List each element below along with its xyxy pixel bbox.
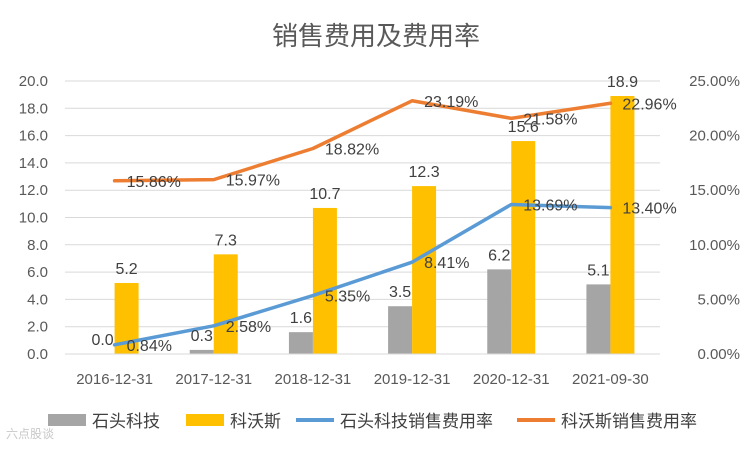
line-value-label: 22.96% xyxy=(622,96,676,113)
right-axis-tick-label: 25.00% xyxy=(689,73,740,90)
bar xyxy=(312,207,337,354)
legend-label: 科沃斯销售费用率 xyxy=(561,412,697,432)
right-axis-tick-label: 10.00% xyxy=(689,237,740,254)
right-axis-tick-label: 5.00% xyxy=(697,291,740,308)
bar xyxy=(288,332,313,354)
left-axis-tick-label: 10.0 xyxy=(19,210,48,227)
left-axis-tick-label: 16.0 xyxy=(19,128,48,145)
bar-value-label: 12.3 xyxy=(409,164,440,181)
left-axis-tick-label: 14.0 xyxy=(19,155,48,172)
bar-value-label: 3.5 xyxy=(389,284,411,301)
x-tick-label: 2018-12-31 xyxy=(275,371,352,388)
right-axis-tick-label: 0.00% xyxy=(697,346,740,363)
bar-value-label: 0.3 xyxy=(191,328,213,345)
bar xyxy=(213,254,238,354)
left-axis-tick-label: 0.0 xyxy=(27,346,48,363)
bar-value-label: 5.1 xyxy=(587,262,609,279)
right-axis-ticks: 0.00% 5.00% 10.00% 15.00% 20.00% 25.00% xyxy=(689,73,740,363)
bars xyxy=(114,96,635,354)
left-axis-tick-label: 8.0 xyxy=(27,237,48,254)
series-line xyxy=(112,99,613,183)
x-tick-label: 2020-12-31 xyxy=(473,371,550,388)
bar xyxy=(511,141,536,354)
left-axis-tick-label: 4.0 xyxy=(27,291,48,308)
bar xyxy=(189,349,214,354)
bar-value-label: 5.2 xyxy=(115,261,137,278)
x-tick-label: 2021-09-30 xyxy=(572,371,649,388)
line-value-label: 5.35% xyxy=(325,289,370,306)
legend-label: 科沃斯 xyxy=(230,412,281,432)
x-tick-label: 2017-12-31 xyxy=(175,371,252,388)
line-value-label: 13.40% xyxy=(622,201,676,218)
legend-label: 石头科技 xyxy=(92,412,160,432)
line-value-label: 8.41% xyxy=(424,255,469,272)
right-axis-tick-label: 20.00% xyxy=(689,128,740,145)
series-line xyxy=(112,202,613,347)
bar xyxy=(586,284,611,354)
line-value-label: 18.82% xyxy=(325,141,379,158)
bar xyxy=(388,306,413,354)
legend-label: 石头科技销售费用率 xyxy=(340,412,493,432)
line-value-label: 0.84% xyxy=(127,338,172,355)
bar-value-label: 15.6 xyxy=(508,119,539,136)
left-axis-tick-label: 6.0 xyxy=(27,264,48,281)
legend-swatch xyxy=(186,414,224,426)
bar-value-label: 6.2 xyxy=(488,247,510,264)
bar-value-label: 7.3 xyxy=(215,232,237,249)
bar-value-label: 0.0 xyxy=(91,332,113,349)
left-axis-tick-label: 12.0 xyxy=(19,182,48,199)
chart-title: 销售费用及费用率 xyxy=(272,22,480,52)
line-value-label: 2.58% xyxy=(226,319,271,336)
watermark: 六点股谈 xyxy=(6,427,55,441)
bar-value-label: 1.6 xyxy=(290,310,312,327)
line-value-label: 13.69% xyxy=(523,198,577,215)
legend-swatch xyxy=(48,414,86,426)
left-axis-tick-label: 20.0 xyxy=(19,73,48,90)
lines xyxy=(112,99,613,347)
line-value-label: 21.58% xyxy=(523,111,577,128)
x-tick-label: 2019-12-31 xyxy=(374,371,451,388)
bar xyxy=(487,269,512,354)
line-value-label: 15.97% xyxy=(226,173,280,190)
bar xyxy=(412,186,437,354)
gridlines xyxy=(65,80,660,355)
bar-value-label: 10.7 xyxy=(309,186,340,203)
bar xyxy=(610,96,635,354)
legend: 石头科技 科沃斯 石头科技销售费用率 科沃斯销售费用率 xyxy=(48,412,697,432)
left-axis-tick-label: 2.0 xyxy=(27,319,48,336)
x-axis: 2016-12-31 2017-12-31 2018-12-31 2019-12-31… xyxy=(65,353,660,388)
right-axis-tick-label: 15.00% xyxy=(689,182,740,199)
data-labels: 0.0 0.3 1.6 3.5 6.2 5.1 5.2 7.3 10.7 12.3 15.6 18.9… xyxy=(91,74,676,355)
bar-value-label: 18.9 xyxy=(607,74,638,91)
x-tick-label: 2016-12-31 xyxy=(76,371,153,388)
left-axis-tick-label: 18.0 xyxy=(19,100,48,117)
left-axis-ticks: 0.0 2.0 4.0 6.0 8.0 10.0 12.0 14.0 16.0 18.0 20.0 xyxy=(19,73,48,363)
line-value-label: 15.86% xyxy=(127,174,181,191)
line-value-label: 23.19% xyxy=(424,94,478,111)
